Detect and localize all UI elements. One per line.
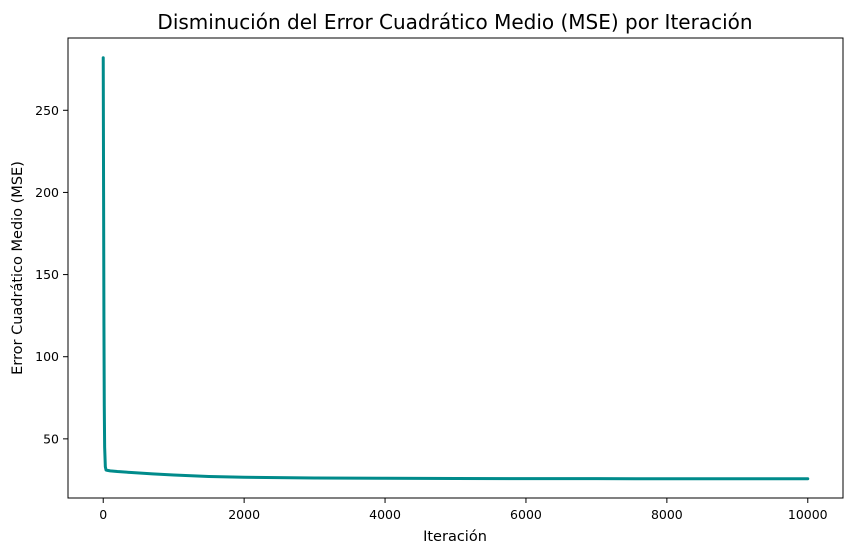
chart-title: Disminución del Error Cuadrático Medio (… bbox=[157, 10, 752, 34]
y-tick-label: 100 bbox=[35, 349, 59, 364]
y-axis: 50 100 150 200 250 bbox=[35, 103, 68, 446]
x-tick-label: 6000 bbox=[510, 507, 542, 522]
y-tick-label: 150 bbox=[35, 267, 59, 282]
x-axis-label: Iteración bbox=[423, 529, 487, 545]
x-axis: 0 2000 4000 6000 8000 10000 bbox=[99, 498, 828, 522]
x-tick-label: 8000 bbox=[651, 507, 683, 522]
x-tick-label: 0 bbox=[99, 507, 107, 522]
x-tick-label: 4000 bbox=[369, 507, 401, 522]
y-axis-label: Error Cuadrático Medio (MSE) bbox=[10, 161, 26, 375]
mse-series-line bbox=[101, 56, 810, 481]
x-tick-label: 2000 bbox=[228, 507, 260, 522]
plot-area bbox=[101, 56, 810, 481]
y-tick-label: 50 bbox=[43, 431, 59, 446]
y-tick-label: 200 bbox=[35, 185, 59, 200]
x-tick-label: 10000 bbox=[788, 507, 828, 522]
y-tick-label: 250 bbox=[35, 103, 59, 118]
plot-frame bbox=[67, 37, 844, 499]
